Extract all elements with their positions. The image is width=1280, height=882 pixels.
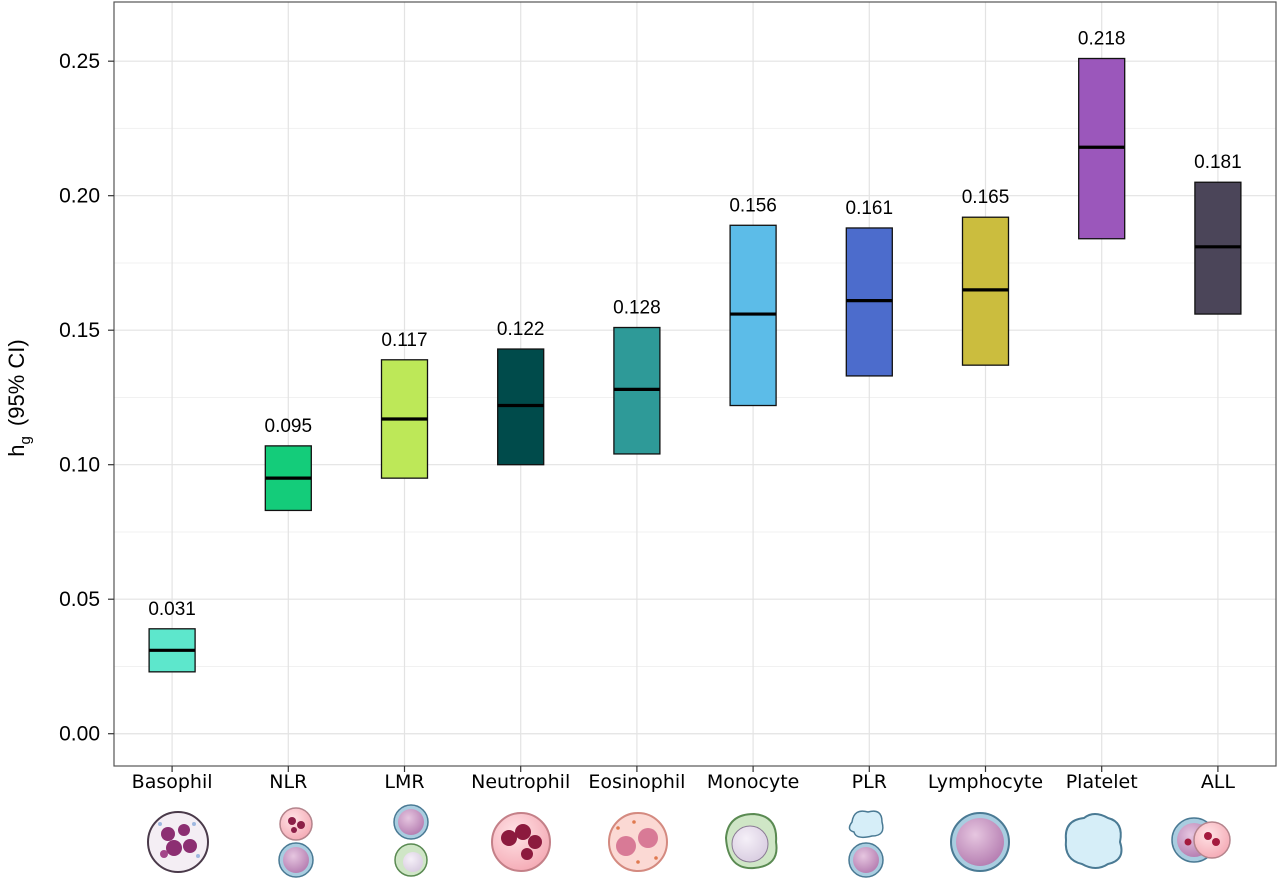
lymphocyte-icon — [950, 812, 1010, 872]
interval-box-nlr: 0.095 — [265, 416, 313, 512]
plot-panel — [113, 1, 1277, 767]
x-tick-label: Basophil — [132, 771, 213, 793]
interval-box-lymphocyte: 0.165 — [962, 187, 1010, 366]
interval-box-neutrophil: 0.122 — [497, 319, 545, 466]
interval-box-eosinophil: 0.128 — [613, 298, 661, 455]
x-tick-label: Eosinophil — [588, 771, 685, 793]
data-label: 0.031 — [148, 599, 196, 620]
x-tick-label: Neutrophil — [471, 771, 570, 793]
y-axis-title-subscript: g — [17, 436, 34, 444]
interval-box-lmr: 0.117 — [380, 330, 429, 479]
data-label: 0.095 — [265, 416, 313, 437]
interval-box-plr: 0.161 — [846, 198, 894, 377]
y-tick-label: 0.15 — [59, 319, 100, 342]
x-tick-label: Monocyte — [707, 771, 800, 793]
interval-box-basophil: 0.031 — [148, 599, 196, 673]
eosinophil-icon — [608, 812, 668, 872]
data-label: 0.181 — [1194, 152, 1242, 173]
y-axis-title: hg (95% CI) — [4, 339, 34, 456]
basophil-icon — [147, 811, 209, 873]
x-tick-label: Platelet — [1066, 771, 1138, 793]
interval-box-monocyte: 0.156 — [729, 195, 777, 407]
data-label: 0.161 — [846, 198, 894, 219]
y-axis-title-main: h — [4, 444, 29, 456]
nlr-icon — [278, 807, 314, 878]
x-tick-label: PLR — [852, 771, 887, 793]
cell-icons — [147, 804, 1231, 878]
plr-icon — [848, 810, 884, 878]
interval-box-all: 0.181 — [1194, 152, 1242, 315]
all-cells-icon — [1171, 817, 1231, 863]
x-tick-label: LMR — [384, 771, 424, 793]
data-label: 0.218 — [1078, 28, 1126, 49]
x-tick-label: ALL — [1201, 771, 1236, 793]
platelet-icon — [1064, 813, 1123, 869]
y-axis-title-suffix: (95% CI) — [4, 339, 29, 426]
x-tick-label: Lymphocyte — [928, 771, 1043, 793]
x-tick-label: NLR — [269, 771, 307, 793]
interval-box-platelet: 0.218 — [1078, 28, 1126, 240]
y-axis: 0.00 0.05 0.10 0.15 0.20 0.25 — [59, 50, 114, 746]
y-tick-label: 0.25 — [59, 50, 100, 73]
data-label: 0.128 — [613, 298, 661, 319]
data-label: 0.117 — [381, 330, 427, 351]
neutrophil-icon — [491, 812, 551, 872]
y-tick-label: 0.10 — [59, 454, 100, 477]
data-label: 0.156 — [729, 195, 777, 216]
monocyte-icon — [724, 812, 778, 870]
data-label: 0.165 — [962, 187, 1010, 208]
lmr-icon — [393, 804, 429, 877]
y-tick-label: 0.00 — [59, 723, 100, 746]
interval-boxes: 0.031 0.095 0.117 0.122 0.128 0.156 0.161 0.165… — [148, 28, 1242, 673]
data-label: 0.122 — [497, 319, 545, 340]
y-tick-label: 0.05 — [59, 588, 100, 611]
x-axis: Basophil NLR LMR Neutrophil Eosinophil Monocy… — [132, 766, 1236, 793]
y-tick-label: 0.20 — [59, 185, 100, 208]
